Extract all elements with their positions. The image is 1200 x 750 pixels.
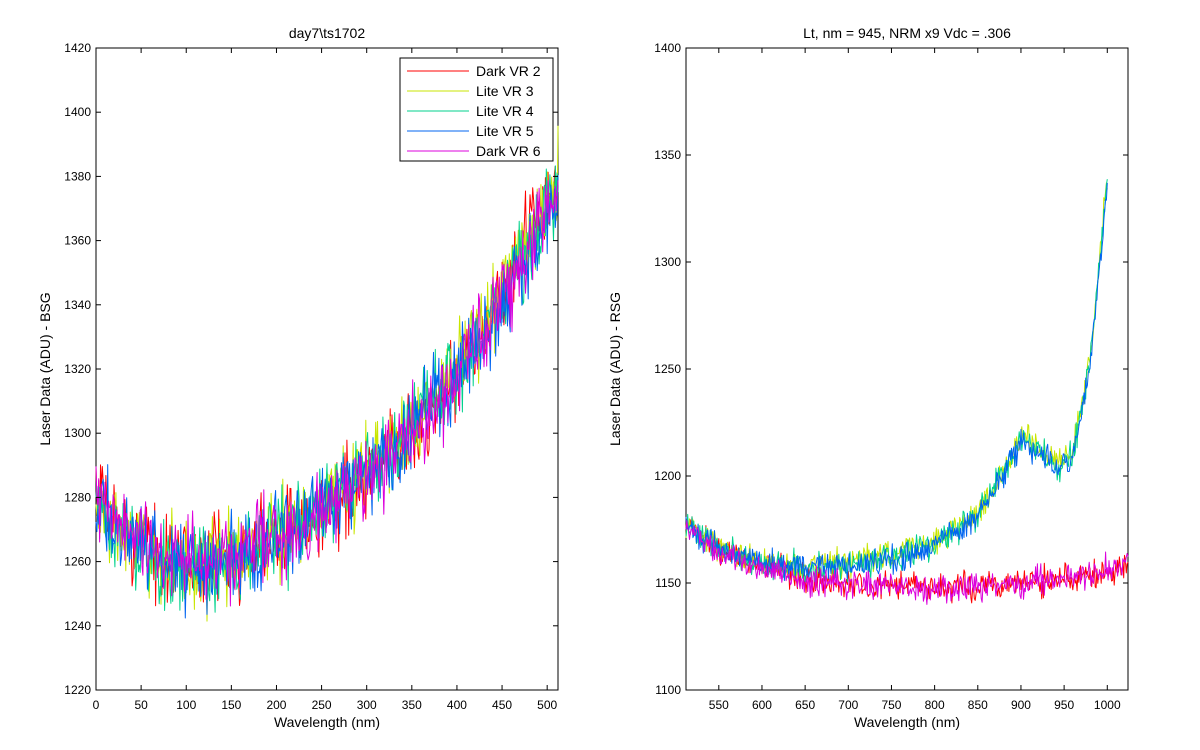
x-tick-label-0-7: 350 [402,698,422,712]
legend-entries: Dark VR 2 Lite VR 3 Lite VR 4 Lite VR 5 Dark… [407,63,541,159]
y-tick-label-1-1: 1150 [655,576,681,590]
x-tick-label-1-2: 650 [795,698,815,712]
series-line-0-4 [95,180,559,607]
x-tick-label-0-1: 50 [134,698,148,712]
right-x-axis-label: Wavelength (nm) [854,714,960,730]
y-tick-label-0-4: 1300 [64,426,91,440]
left-x-axis-label: Wavelength (nm) [274,714,380,730]
right-chart-title: Lt, nm = 945, NRM x9 Vdc = .306 [803,25,1011,41]
right-plot-frame [685,47,1129,691]
y-tick-label-0-9: 1400 [64,105,91,119]
y-tick-label-0-2: 1260 [64,555,91,569]
legend-box [399,57,554,162]
left-x-ticks: 0 50 100 150 200 250 300 350 400 450 500 [93,48,558,712]
left-y-axis-label: Laser Data (ADU) - BSG [37,292,53,445]
left-chart-title: day7\ts1702 [289,25,365,41]
y-tick-label-1-5: 1350 [654,148,681,162]
x-tick-label-1-3: 700 [838,698,858,712]
right-y-axis-label: Laser Data (ADU) - RSG [607,292,623,446]
x-tick-label-1-7: 900 [1011,698,1031,712]
x-tick-label-0-3: 150 [221,698,241,712]
legend-label-0: Dark VR 2 [476,63,541,79]
legend-label-4: Dark VR 6 [476,143,541,159]
series-line-0-2 [95,165,559,613]
x-tick-label-0-9: 450 [492,698,512,712]
x-tick-label-0-2: 100 [176,698,196,712]
right-axes: 550 600 650 700 750 800 850 900 950 1000 1100 1150… [607,25,1129,730]
y-tick-label-0-0: 1220 [64,683,91,697]
legend-label-2: Lite VR 4 [476,103,534,119]
y-tick-label-1-3: 1250 [654,362,681,376]
x-tick-label-0-5: 250 [312,698,332,712]
x-tick-label-1-1: 600 [752,698,772,712]
y-tick-label-1-2: 1200 [654,469,681,483]
right-series-group [685,179,1129,605]
left-y-ticks: 1220 1240 1260 1280 1300 1320 1340 1360 1380 1400… [64,41,558,697]
right-y-ticks: 1100 1150 1200 1250 1300 1350 1400 [654,41,1128,697]
x-tick-label-0-0: 0 [93,698,100,712]
legend: Dark VR 2 Lite VR 3 Lite VR 4 Lite VR 5 Dark… [399,57,554,162]
y-tick-label-0-1: 1240 [64,619,91,633]
x-tick-label-1-0: 550 [709,698,729,712]
x-tick-label-1-8: 950 [1054,698,1074,712]
y-tick-label-0-5: 1320 [64,362,91,376]
left-series-group [95,125,559,622]
y-tick-label-0-8: 1380 [64,169,91,183]
y-tick-label-0-6: 1340 [64,298,91,312]
x-tick-label-0-4: 200 [266,698,286,712]
y-tick-label-0-7: 1360 [64,234,91,248]
series-line-0-3 [95,174,559,619]
left-axes: 0 50 100 150 200 250 300 350 400 450 500 122012401… [37,25,559,730]
x-tick-label-1-6: 850 [968,698,988,712]
series-line-1-3 [685,182,1108,581]
y-tick-label-1-4: 1300 [654,255,681,269]
x-tick-label-0-10: 500 [537,698,557,712]
y-tick-label-1-6: 1400 [654,41,681,55]
y-tick-label-0-3: 1280 [64,490,91,504]
x-tick-label-0-8: 400 [447,698,467,712]
right-x-ticks: 550 600 650 700 750 800 850 900 950 1000 [709,48,1121,712]
legend-label-1: Lite VR 3 [476,83,534,99]
legend-label-3: Lite VR 5 [476,123,534,139]
x-tick-label-1-9: 1000 [1094,698,1121,712]
y-tick-label-0-10: 1420 [64,41,91,55]
x-tick-label-0-6: 300 [357,698,377,712]
x-tick-label-1-4: 750 [881,698,901,712]
y-tick-label-1-0: 1100 [655,683,681,697]
x-tick-label-1-5: 800 [925,698,945,712]
series-line-1-4 [685,520,1129,605]
